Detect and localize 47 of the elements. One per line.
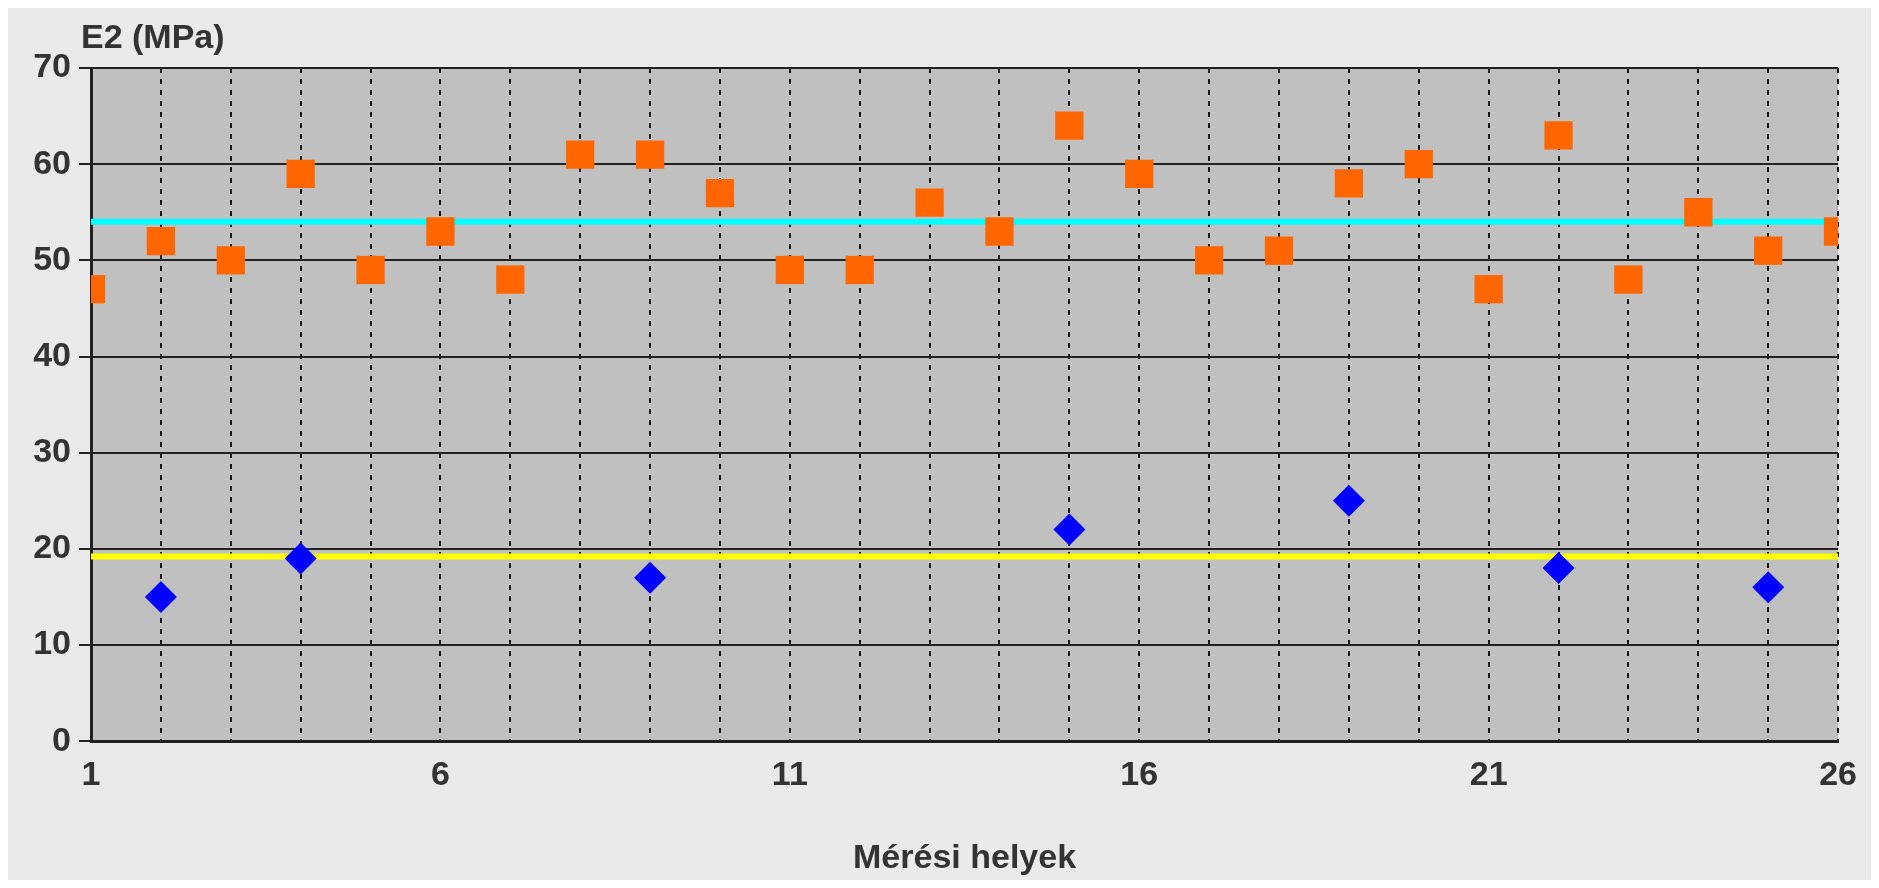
point [1542,552,1575,585]
y-tick-label: 60 [33,142,71,181]
point [1754,236,1783,265]
y-tick-label: 0 [52,719,71,758]
point [1125,159,1154,188]
y-axis-title: E2 (MPa) [81,17,225,56]
y-tick-label: 70 [33,46,71,85]
point [144,580,177,613]
point [985,217,1014,246]
point [1195,246,1224,275]
y-tick-label: 20 [33,527,71,566]
y-tick-label: 10 [33,623,71,662]
point [1334,169,1364,198]
point [1684,198,1713,227]
point [496,265,525,294]
point [1752,571,1785,604]
x-tick-label: 16 [1120,753,1159,792]
point [286,159,315,188]
y-tick-label: 30 [33,431,71,470]
point [356,255,385,285]
point [1264,236,1294,265]
point [1544,121,1573,150]
point [1474,275,1503,304]
y-tick-label: 40 [33,334,71,373]
point [775,255,804,285]
point [1332,484,1365,517]
point [1614,265,1643,294]
y-tick-label: 50 [33,238,71,277]
point [1404,150,1433,179]
x-tick-label: 26 [1819,753,1857,792]
point [216,246,245,275]
point [1053,513,1086,546]
point [1055,111,1084,140]
point [634,561,667,594]
point [566,140,595,169]
point [146,226,176,256]
point [915,188,944,217]
x-tick-label: 1 [81,753,101,792]
point [426,217,455,246]
point [845,255,874,285]
point [635,140,665,169]
x-tick-label: 11 [771,753,808,792]
x-axis-title: Mérési helyek [853,837,1077,876]
x-tick-label: 21 [1469,753,1508,792]
point [705,178,735,208]
point [284,542,317,575]
x-tick-label: 6 [430,753,450,792]
